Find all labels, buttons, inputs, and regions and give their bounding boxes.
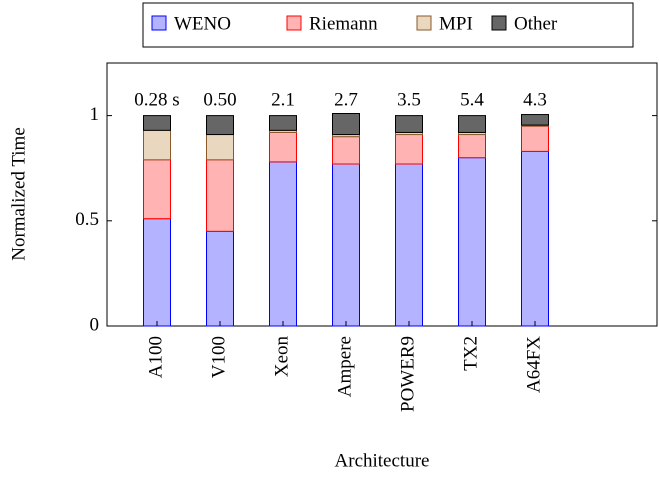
legend-swatch xyxy=(151,15,167,31)
bar-segment xyxy=(206,159,234,232)
bar-segment xyxy=(458,115,486,133)
bar-annotation: 0.28 s xyxy=(134,89,179,110)
bar-segment xyxy=(206,115,234,136)
bar-segment xyxy=(332,112,360,136)
x-tick-label: A100 xyxy=(145,336,166,378)
bar-annotation: 4.3 xyxy=(523,89,547,110)
legend-label: Other xyxy=(514,13,558,34)
bar-segment xyxy=(521,125,549,152)
bar-segment xyxy=(269,115,297,131)
x-tick-label: A64FX xyxy=(523,336,544,393)
legend-box xyxy=(142,2,634,48)
bar-segment xyxy=(458,134,486,159)
legend-label: Riemann xyxy=(309,13,378,34)
y-axis-label: Normalized Time xyxy=(8,127,29,261)
y-tick-label: 1 xyxy=(90,104,100,125)
legend-swatch xyxy=(416,15,432,31)
legend-label: WENO xyxy=(174,13,231,34)
bar-segment xyxy=(458,157,486,327)
plot-frame xyxy=(106,62,658,327)
x-axis-label: Architecture xyxy=(335,450,430,471)
x-tick-label: POWER9 xyxy=(397,336,418,412)
bar-segment xyxy=(395,163,423,327)
bar-segment xyxy=(269,161,297,327)
legend-label: MPI xyxy=(439,13,473,34)
bar-segment xyxy=(521,150,549,327)
y-tick-label: 0.5 xyxy=(75,209,99,230)
bar-segment xyxy=(143,115,171,131)
bar-annotation: 0.50 xyxy=(203,89,236,110)
x-tick-label: TX2 xyxy=(460,336,481,371)
x-tick-label: Ampere xyxy=(334,336,355,397)
bar-segment xyxy=(206,134,234,161)
legend-swatch xyxy=(286,15,302,31)
y-tick-label: 0 xyxy=(90,314,100,335)
bar-segment xyxy=(521,114,549,126)
x-tick-label: V100 xyxy=(208,336,229,378)
bar-segment xyxy=(395,134,423,165)
bar-annotation: 3.5 xyxy=(397,89,421,110)
legend-swatch xyxy=(491,15,507,31)
bar-segment xyxy=(143,129,171,161)
bar-segment xyxy=(143,159,171,220)
x-tick-label: Xeon xyxy=(271,336,292,378)
bar-segment xyxy=(332,163,360,327)
bar-annotation: 2.7 xyxy=(334,89,358,110)
bar-annotation: 2.1 xyxy=(271,89,295,110)
bar-segment xyxy=(143,218,171,327)
bar-segment xyxy=(332,136,360,165)
bar-annotation: 5.4 xyxy=(460,89,484,110)
bar-segment xyxy=(269,131,297,163)
bar-segment xyxy=(395,115,423,133)
bar-segment xyxy=(206,230,234,327)
